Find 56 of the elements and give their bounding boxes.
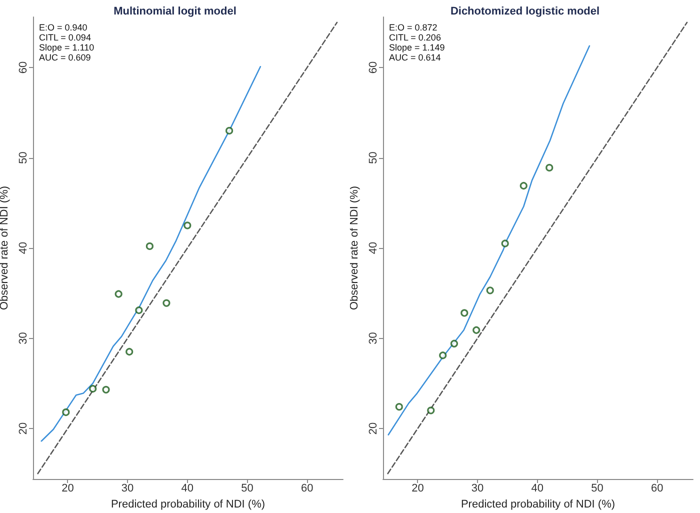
y-tick-label: 30 [18,332,30,344]
x-tick-label: 50 [241,482,254,494]
annotation: E:O = 0.940 [39,22,88,32]
point [486,286,494,294]
chart-title: Multinomial logit model [114,6,236,18]
point [520,182,528,190]
point [89,384,97,393]
point [501,240,509,248]
x-tick-label: 40 [531,482,544,494]
x-tick-label: 40 [181,482,194,494]
point [472,326,480,334]
point [184,222,192,230]
point [439,352,447,360]
x-axis-title: Predicted probability of NDI (%) [110,498,266,510]
y-tick-label: 60 [18,61,30,74]
point [427,406,435,414]
point [162,299,170,307]
annotation: CITL = 0.094 [39,32,91,42]
annotation: Slope = 1.110 [39,42,94,52]
chart-title: Dichotomized logistic model [450,6,600,18]
x-tick-label: 30 [121,482,134,494]
point [460,309,468,317]
y-tick-label: 50 [18,152,30,164]
y-tick-label: 40 [18,242,30,254]
x-tick-label: 20 [62,482,74,494]
point [62,408,70,416]
annotation: E:O = 0.872 [389,22,438,32]
annotation: AUC = 0.614 [389,52,441,62]
point [126,348,134,356]
y-tick-label: 20 [368,422,380,435]
point [450,340,458,348]
point [135,306,143,314]
point [102,386,110,394]
y-tick-label: 40 [368,242,380,254]
point [114,290,122,298]
line-series [40,66,262,442]
y-axis-title: Observed rate of NDI (%) [348,186,361,310]
x-axis-title: Predicted probability of NDI (%) [460,498,616,510]
point [546,164,554,172]
point [395,403,403,411]
x-tick-label: 60 [650,482,664,494]
x-tick-label: 20 [412,482,424,494]
annotation: AUC = 0.609 [39,52,91,62]
y-tick-label: 60 [368,61,380,74]
x-tick-label: 60 [300,482,314,494]
y-tick-label: 50 [368,152,380,164]
point [226,126,234,134]
y-axis-title: Observed rate of NDI (%) [0,186,11,310]
x-tick-label: 50 [591,482,604,494]
point [146,242,154,250]
annotation: Slope = 1.149 [389,42,445,52]
y-tick-label: 30 [368,332,380,344]
x-tick-label: 30 [471,482,484,494]
line-series [388,45,590,436]
y-tick-label: 20 [18,422,30,435]
annotation: CITL = 0.206 [389,32,441,42]
